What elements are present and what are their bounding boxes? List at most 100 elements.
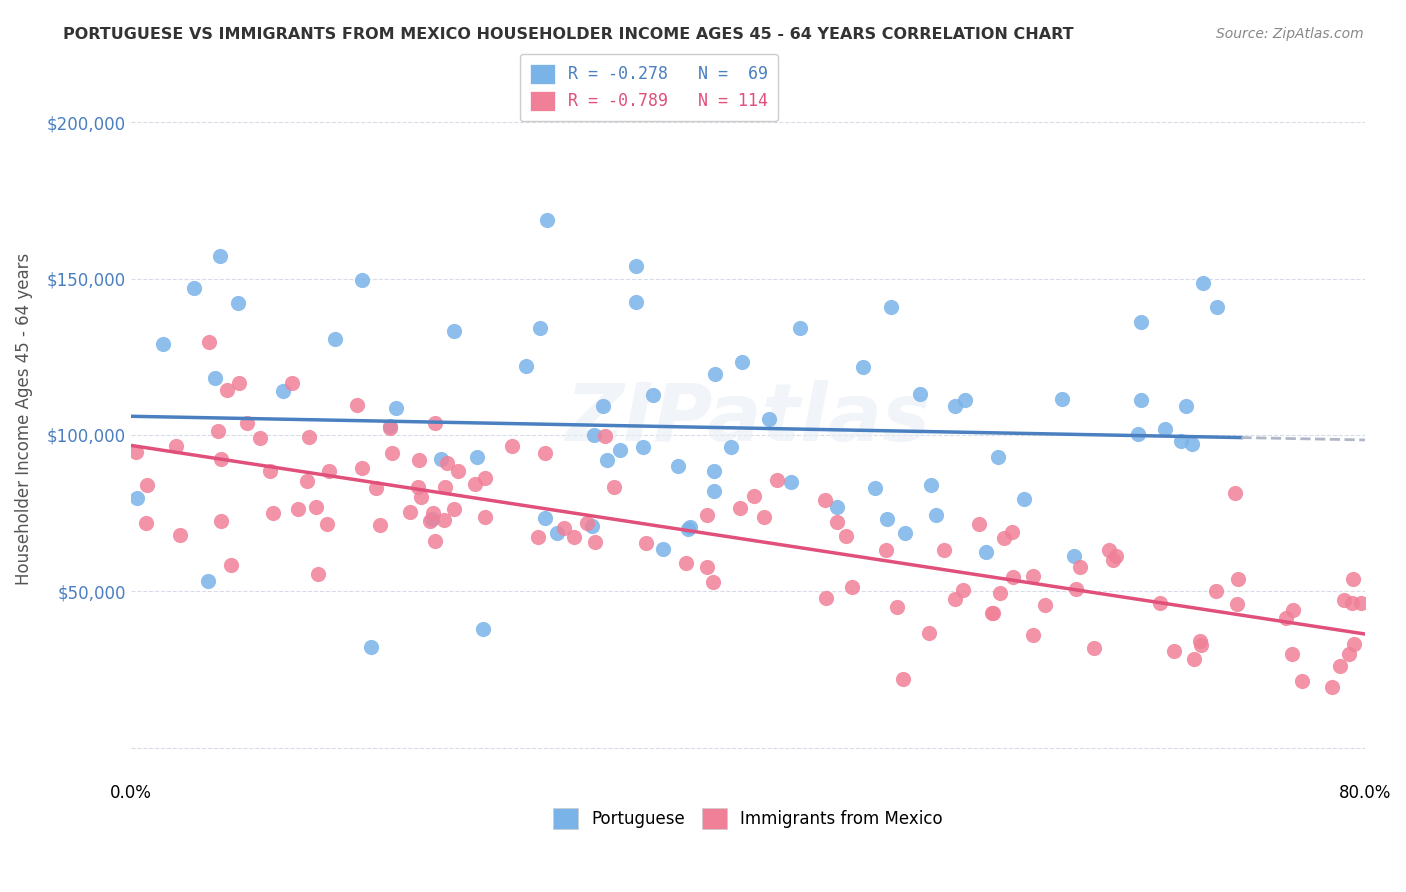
Point	[529, 320, 551, 334]
Text: ZIPatlas: ZIPatlas	[565, 380, 931, 458]
Point	[920, 478, 942, 492]
Point	[307, 567, 329, 582]
Point	[988, 586, 1011, 600]
Point	[1333, 593, 1355, 607]
Point	[553, 520, 575, 534]
Point	[1069, 560, 1091, 574]
Point	[474, 510, 496, 524]
Point	[305, 500, 328, 514]
Point	[297, 474, 319, 488]
Point	[1182, 652, 1205, 666]
Point	[436, 456, 458, 470]
Point	[987, 450, 1010, 464]
Point	[1083, 641, 1105, 656]
Point	[315, 516, 337, 531]
Point	[380, 419, 402, 434]
Point	[652, 541, 675, 556]
Point	[228, 376, 250, 390]
Point	[952, 583, 974, 598]
Point	[1181, 437, 1204, 451]
Point	[1320, 681, 1343, 695]
Point	[876, 512, 898, 526]
Point	[271, 384, 294, 399]
Point	[943, 400, 966, 414]
Point	[1339, 648, 1361, 662]
Point	[474, 471, 496, 485]
Point	[399, 506, 422, 520]
Point	[152, 337, 174, 351]
Point	[235, 416, 257, 430]
Point	[419, 514, 441, 528]
Point	[1291, 673, 1313, 688]
Point	[813, 493, 835, 508]
Point	[360, 640, 382, 655]
Point	[1163, 644, 1185, 658]
Point	[583, 427, 606, 442]
Point	[967, 517, 990, 532]
Point	[259, 464, 281, 478]
Point	[851, 360, 873, 375]
Point	[515, 359, 537, 374]
Point	[943, 592, 966, 607]
Legend: Portuguese, Immigrants from Mexico: Portuguese, Immigrants from Mexico	[547, 802, 949, 835]
Text: PORTUGUESE VS IMMIGRANTS FROM MEXICO HOUSEHOLDER INCOME AGES 45 - 64 YEARS CORRE: PORTUGUESE VS IMMIGRANTS FROM MEXICO HOU…	[63, 27, 1074, 42]
Point	[323, 331, 346, 345]
Point	[443, 501, 465, 516]
Point	[886, 599, 908, 614]
Point	[1170, 434, 1192, 448]
Point	[1063, 549, 1085, 564]
Point	[583, 535, 606, 549]
Point	[217, 383, 239, 397]
Point	[381, 446, 404, 460]
Point	[626, 295, 648, 310]
Point	[422, 507, 444, 521]
Point	[675, 556, 697, 570]
Point	[993, 531, 1015, 545]
Point	[471, 622, 494, 636]
Point	[908, 386, 931, 401]
Point	[704, 367, 727, 381]
Point	[932, 542, 955, 557]
Point	[1033, 598, 1056, 612]
Point	[1149, 596, 1171, 610]
Point	[728, 500, 751, 515]
Point	[702, 574, 724, 589]
Point	[1191, 276, 1213, 290]
Point	[464, 476, 486, 491]
Point	[636, 535, 658, 549]
Point	[536, 213, 558, 227]
Point	[592, 400, 614, 414]
Point	[364, 481, 387, 495]
Point	[1014, 491, 1036, 506]
Point	[1343, 572, 1365, 586]
Point	[1129, 315, 1152, 329]
Point	[1154, 422, 1177, 436]
Point	[1002, 570, 1025, 584]
Point	[1350, 595, 1372, 609]
Point	[533, 445, 555, 459]
Point	[918, 626, 941, 640]
Point	[641, 388, 664, 402]
Point	[197, 574, 219, 589]
Point	[703, 484, 725, 499]
Point	[981, 606, 1004, 620]
Point	[287, 501, 309, 516]
Point	[562, 530, 585, 544]
Point	[666, 458, 689, 473]
Point	[370, 517, 392, 532]
Point	[207, 424, 229, 438]
Point	[432, 512, 454, 526]
Point	[1126, 426, 1149, 441]
Point	[262, 507, 284, 521]
Point	[125, 491, 148, 505]
Point	[409, 490, 432, 504]
Point	[865, 481, 887, 495]
Point	[825, 516, 848, 530]
Point	[1022, 628, 1045, 642]
Point	[1101, 553, 1123, 567]
Point	[731, 355, 754, 369]
Point	[880, 300, 903, 314]
Point	[423, 417, 446, 431]
Point	[136, 478, 159, 492]
Point	[135, 516, 157, 530]
